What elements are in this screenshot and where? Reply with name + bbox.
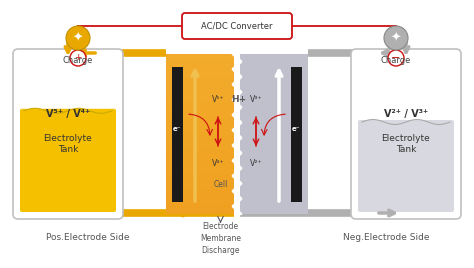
Bar: [166, 118, 234, 126]
FancyBboxPatch shape: [182, 13, 292, 39]
FancyBboxPatch shape: [13, 49, 123, 219]
Circle shape: [384, 26, 408, 50]
Bar: [166, 182, 234, 190]
Text: Pos.Electrode Side: Pos.Electrode Side: [46, 233, 130, 243]
Bar: [166, 206, 234, 214]
Text: Charge: Charge: [381, 56, 411, 65]
Bar: [240, 54, 308, 214]
Bar: [166, 110, 234, 118]
Text: ✦: ✦: [391, 32, 401, 44]
Text: Electrode
Membrane
Discharge: Electrode Membrane Discharge: [200, 222, 241, 255]
FancyBboxPatch shape: [20, 109, 116, 212]
Circle shape: [66, 26, 90, 50]
FancyBboxPatch shape: [351, 49, 461, 219]
Bar: [166, 150, 234, 158]
Text: Electrolyte
Tank: Electrolyte Tank: [382, 134, 430, 154]
Bar: [166, 102, 234, 110]
Text: e⁻: e⁻: [173, 126, 182, 132]
Bar: [166, 70, 234, 78]
Bar: [166, 78, 234, 86]
Bar: [166, 126, 234, 134]
Bar: [166, 198, 234, 206]
Text: Neg.Electrode Side: Neg.Electrode Side: [343, 233, 429, 243]
Bar: [172, 66, 183, 202]
Circle shape: [70, 50, 86, 66]
Text: Cell: Cell: [213, 180, 228, 189]
Bar: [166, 134, 234, 142]
Text: V⁵⁺: V⁵⁺: [212, 95, 224, 103]
Bar: [166, 174, 234, 182]
FancyBboxPatch shape: [358, 120, 454, 212]
Bar: [166, 190, 234, 198]
Text: V²⁺: V²⁺: [250, 159, 262, 169]
Bar: [166, 142, 234, 150]
Bar: [166, 54, 234, 62]
Bar: [166, 158, 234, 166]
Text: −: −: [392, 53, 401, 63]
Text: e⁻: e⁻: [292, 126, 301, 132]
Text: V⁴⁺: V⁴⁺: [212, 159, 224, 169]
Bar: [166, 166, 234, 174]
Bar: [291, 66, 302, 202]
Bar: [166, 86, 234, 94]
Text: AC/DC Converter: AC/DC Converter: [201, 21, 273, 31]
Text: V²⁺ / V³⁺: V²⁺ / V³⁺: [384, 109, 428, 119]
Text: +: +: [74, 54, 82, 62]
Bar: [166, 94, 234, 102]
Text: Charge: Charge: [63, 56, 93, 65]
Text: Electrolyte
Tank: Electrolyte Tank: [44, 134, 92, 154]
Text: V⁵⁺ / V⁴⁺: V⁵⁺ / V⁴⁺: [46, 109, 90, 119]
Bar: [166, 62, 234, 70]
Text: V³⁺: V³⁺: [250, 95, 262, 103]
Text: ✦: ✦: [73, 32, 83, 44]
Bar: [166, 54, 234, 214]
Circle shape: [388, 50, 404, 66]
Text: H+: H+: [231, 95, 246, 103]
